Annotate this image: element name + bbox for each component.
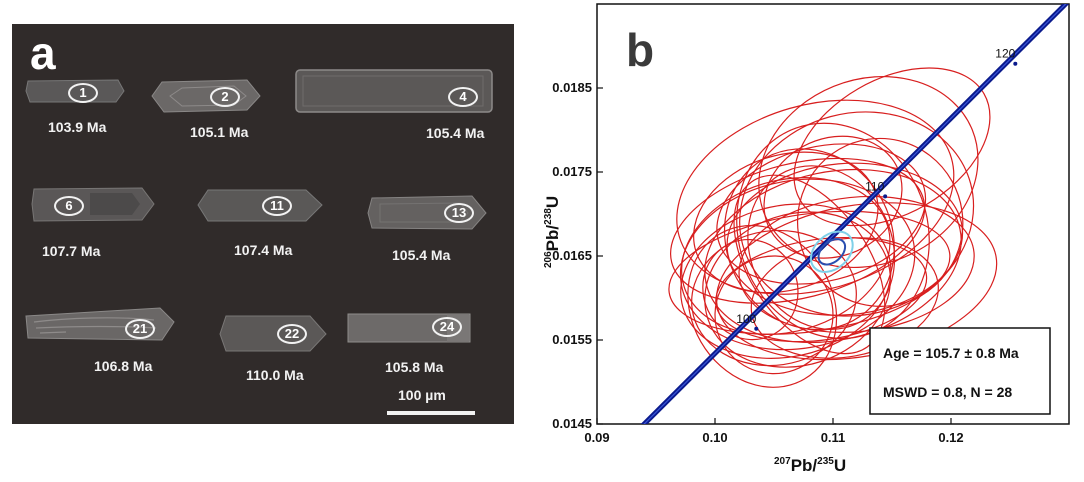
mswd-result: MSWD = 0.8, N = 28	[883, 384, 1012, 400]
grain-age-label: 105.1 Ma	[190, 124, 249, 140]
concordia-age-tick	[883, 194, 888, 199]
cl-image-panel: a 1 103.9 Ma 2 105.1 Ma 4 105.4 Ma 6 107…	[12, 24, 514, 424]
y-axis-title-sup1: 206	[543, 251, 554, 268]
analysis-spot: 13	[444, 203, 474, 223]
error-ellipse	[676, 99, 955, 295]
y-tick-label: 0.0185	[552, 80, 592, 95]
analysis-spot: 1	[68, 83, 98, 103]
result-box: Age = 105.7 ± 0.8 Ma MSWD = 0.8, N = 28	[869, 327, 1051, 415]
scale-bar	[387, 411, 475, 415]
x-axis-title: 207Pb/235U	[774, 456, 846, 475]
concordia-age-tick	[1013, 61, 1018, 66]
analysis-spot: 2	[210, 87, 240, 107]
grain-age-label: 110.0 Ma	[246, 367, 304, 383]
concordia-age-label: 100	[736, 312, 756, 326]
grain-age-label: 107.7 Ma	[42, 243, 101, 259]
age-result: Age = 105.7 ± 0.8 Ma	[883, 345, 1019, 361]
concordia-age-tick	[754, 326, 759, 331]
error-ellipse	[796, 137, 964, 307]
y-axis-title-base1: Pb/	[543, 225, 562, 252]
concordia-chart: 100 110 120 0.09 0.10 0.11 0.12 0.0145 0.0155 0.…	[543, 3, 1070, 475]
analysis-spot: 4	[448, 87, 478, 107]
x-axis-title-base1: Pb/	[791, 456, 818, 475]
grain-age-label: 105.4 Ma	[426, 125, 485, 141]
analysis-spot: 21	[125, 319, 155, 339]
grain-age-label: 105.4 Ma	[392, 247, 451, 263]
grain-age-label: 107.4 Ma	[234, 242, 293, 258]
error-ellipse	[715, 236, 928, 343]
zircon-grain	[151, 74, 262, 116]
x-tick-label: 0.10	[702, 430, 727, 445]
scale-bar-label: 100 µm	[398, 387, 446, 403]
zircon-grain	[295, 68, 495, 116]
x-tick-label: 0.12	[938, 430, 963, 445]
concordia-panel: 100 110 120 0.09 0.10 0.11 0.12 0.0145 0.0155 0.…	[540, 0, 1084, 482]
error-ellipse	[733, 174, 886, 355]
zircon-grain	[219, 314, 328, 354]
grain-age-label: 103.9 Ma	[48, 119, 107, 135]
analysis-spot: 24	[432, 317, 462, 337]
y-tick-label: 0.0155	[552, 332, 592, 347]
panel-a-letter: a	[30, 27, 56, 79]
x-tick-label: 0.09	[584, 430, 609, 445]
x-tick-label: 0.11	[821, 430, 846, 445]
analysis-spot: 6	[54, 196, 84, 216]
analysis-spot: 11	[262, 196, 292, 216]
mean-age-ellipse	[817, 238, 847, 266]
mean-age-ellipse	[809, 230, 854, 273]
zircon-grain	[197, 188, 324, 224]
error-ellipse	[714, 255, 834, 375]
concordia-age-label: 120	[995, 47, 1015, 61]
y-axis-title: 206Pb/238U	[543, 196, 562, 268]
y-tick-label: 0.0145	[552, 416, 592, 431]
y-axis-title-sup2: 238	[543, 208, 554, 225]
error-ellipse	[670, 157, 926, 304]
analysis-spot: 22	[277, 324, 307, 344]
zircon-grain	[31, 186, 156, 224]
error-ellipse	[691, 229, 857, 367]
concordia-age-label: 110	[865, 179, 884, 193]
x-axis-title-sup2: 235	[817, 456, 834, 467]
y-axis-title-base2: U	[543, 196, 562, 208]
x-axis-title-sup1: 207	[774, 456, 791, 467]
y-tick-label: 0.0165	[552, 248, 592, 263]
y-tick-label: 0.0175	[552, 164, 592, 179]
error-ellipse	[704, 168, 962, 344]
x-axis-title-base2: U	[834, 456, 846, 475]
concordia-curve-core	[643, 4, 1067, 424]
grain-age-label: 105.8 Ma	[385, 359, 444, 375]
grain-age-label: 106.8 Ma	[94, 358, 153, 374]
panel-b-letter: b	[626, 24, 654, 76]
